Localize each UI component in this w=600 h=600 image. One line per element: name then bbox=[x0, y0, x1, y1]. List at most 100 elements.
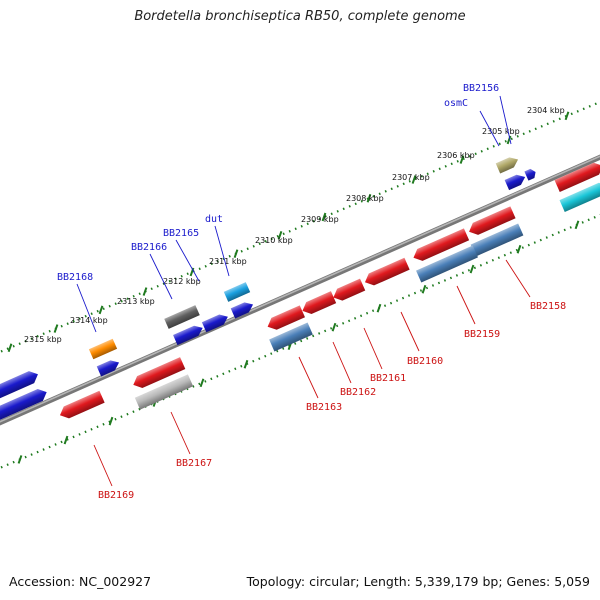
leader-lines bbox=[76, 95, 531, 487]
gene-leader bbox=[149, 253, 173, 300]
gene-dut-shape bbox=[223, 282, 251, 302]
kbp-label: 2304 kbp bbox=[527, 106, 565, 115]
gene-leader bbox=[479, 110, 500, 147]
gene-bb2167-b-shape bbox=[134, 374, 194, 410]
inner-major-tick bbox=[17, 455, 23, 464]
gene-label: BB2161 bbox=[370, 373, 406, 384]
kbp-label: 2305 kbp bbox=[482, 127, 520, 136]
kbp-label: 2312 kbp bbox=[163, 277, 201, 286]
kbp-label: 2313 kbp bbox=[117, 297, 155, 306]
outer-major-tick bbox=[53, 324, 59, 333]
gene-leader bbox=[363, 327, 383, 370]
gene-leader bbox=[76, 283, 97, 333]
gene-bb2162 bbox=[302, 291, 337, 314]
kbp-label: 2306 kbp bbox=[437, 151, 475, 160]
gene-bb2168-b-shape bbox=[96, 360, 120, 377]
inner-major-tick bbox=[63, 435, 69, 445]
outer-major-tick bbox=[7, 343, 13, 353]
gene-leader bbox=[214, 225, 230, 277]
inner-major-tick bbox=[108, 416, 114, 426]
topology-text: Topology: circular; Length: 5,339,179 bp… bbox=[246, 574, 590, 589]
gene-bb2160 bbox=[364, 257, 410, 286]
gene-bb2169-shape bbox=[59, 390, 105, 419]
kbp-label: 2308 kbp bbox=[346, 194, 384, 203]
gene-labels: BB2156 osmC dut BB2165 BB2166 BB2168 BB2158 BB2… bbox=[57, 83, 566, 501]
outer-major-tick bbox=[506, 135, 512, 145]
gene-bb2161-shape bbox=[333, 278, 366, 301]
gene-leader bbox=[499, 95, 512, 145]
kbp-label: 2314 kbp bbox=[70, 316, 108, 325]
gene-left-blue-a-shape bbox=[0, 371, 38, 400]
gene-bb2156 bbox=[495, 157, 519, 174]
gene-bb2168-b bbox=[96, 360, 120, 377]
gene-left-blue-b bbox=[0, 388, 47, 420]
gene-bb2169 bbox=[59, 390, 105, 419]
gene-bb2163-b bbox=[269, 322, 313, 352]
gene-leader bbox=[170, 411, 191, 455]
gene-bb2165-a-shape bbox=[201, 314, 228, 333]
gene-right-cyan-shape bbox=[559, 182, 600, 213]
gene-bb2167-b bbox=[134, 374, 194, 410]
inner-major-tick bbox=[199, 378, 205, 388]
inner-major-tick bbox=[331, 322, 337, 332]
gene-label: BB2159 bbox=[464, 329, 500, 340]
gene-bb2160-shape bbox=[364, 257, 410, 286]
gene-bb2158-b-shape bbox=[470, 223, 524, 257]
gene-bb2161 bbox=[333, 278, 366, 301]
inner-ruler-line bbox=[0, 213, 600, 470]
gene-leader bbox=[505, 259, 531, 298]
gene-leader bbox=[93, 444, 113, 487]
genome-backbone bbox=[0, 154, 600, 426]
gene-bb2163-b-shape bbox=[269, 322, 313, 352]
outer-major-tick bbox=[411, 175, 417, 184]
kbp-label: 2311 kbp bbox=[209, 257, 247, 266]
gene-osmc-shape bbox=[504, 174, 526, 191]
gene-bb2158-shape bbox=[469, 206, 516, 235]
gene-bb2165 bbox=[173, 325, 203, 346]
inner-major-tick bbox=[243, 359, 249, 369]
outer-major-tick bbox=[321, 212, 327, 222]
inner-ticks bbox=[17, 220, 580, 464]
gene-bb2156-shape bbox=[495, 157, 519, 174]
gene-bb2166-shape bbox=[164, 305, 200, 329]
gene-label: BB2160 bbox=[407, 356, 443, 367]
gene-osmc bbox=[504, 174, 526, 191]
kbp-label: 2315 kbp bbox=[24, 335, 62, 344]
gene-bb2159-b bbox=[416, 245, 478, 283]
gene-label: osmC bbox=[444, 98, 468, 109]
kbp-label: 2310 kbp bbox=[255, 236, 293, 245]
kbp-label: 2307 kbp bbox=[392, 173, 430, 182]
outer-major-tick bbox=[142, 287, 148, 296]
gene-bb2158-b bbox=[470, 223, 524, 257]
accession-text: Accession: NC_002927 bbox=[9, 574, 152, 589]
gene-label: BB2158 bbox=[530, 301, 566, 312]
gene-label: BB2169 bbox=[98, 490, 134, 501]
gene-dut-b bbox=[230, 302, 254, 319]
gene-dut-b-shape bbox=[230, 302, 254, 319]
gene-right-red-shape bbox=[554, 162, 600, 193]
gene-bb2165-a bbox=[201, 314, 228, 333]
gene-bb2159-b-shape bbox=[416, 245, 478, 283]
outer-major-tick bbox=[564, 111, 570, 121]
gene-leader bbox=[298, 356, 319, 399]
gene-bb2166 bbox=[164, 305, 200, 329]
gene-leader bbox=[400, 311, 420, 352]
gene-bb2162-shape bbox=[302, 291, 337, 314]
map-title: Bordetella bronchiseptica RB50, complete… bbox=[134, 9, 466, 24]
inner-major-tick bbox=[469, 264, 475, 274]
gene-bb2167-shape bbox=[133, 357, 186, 389]
inner-major-tick bbox=[516, 244, 522, 254]
gene-bb2159-shape bbox=[413, 228, 470, 261]
gene-arrows bbox=[0, 157, 600, 420]
gene-leader bbox=[456, 285, 476, 325]
gene-osmc-b bbox=[524, 168, 536, 181]
gene-label: BB2167 bbox=[176, 458, 212, 469]
gene-right-cyan bbox=[559, 182, 600, 213]
gene-dut bbox=[223, 282, 251, 302]
gene-bb2168-shape bbox=[88, 338, 118, 360]
outer-ticks bbox=[7, 111, 570, 353]
gene-bb2168 bbox=[88, 338, 118, 360]
inner-major-tick bbox=[574, 220, 580, 230]
kbp-label: 2309 kbp bbox=[301, 215, 339, 224]
gene-osmc-b-shape bbox=[524, 168, 536, 181]
